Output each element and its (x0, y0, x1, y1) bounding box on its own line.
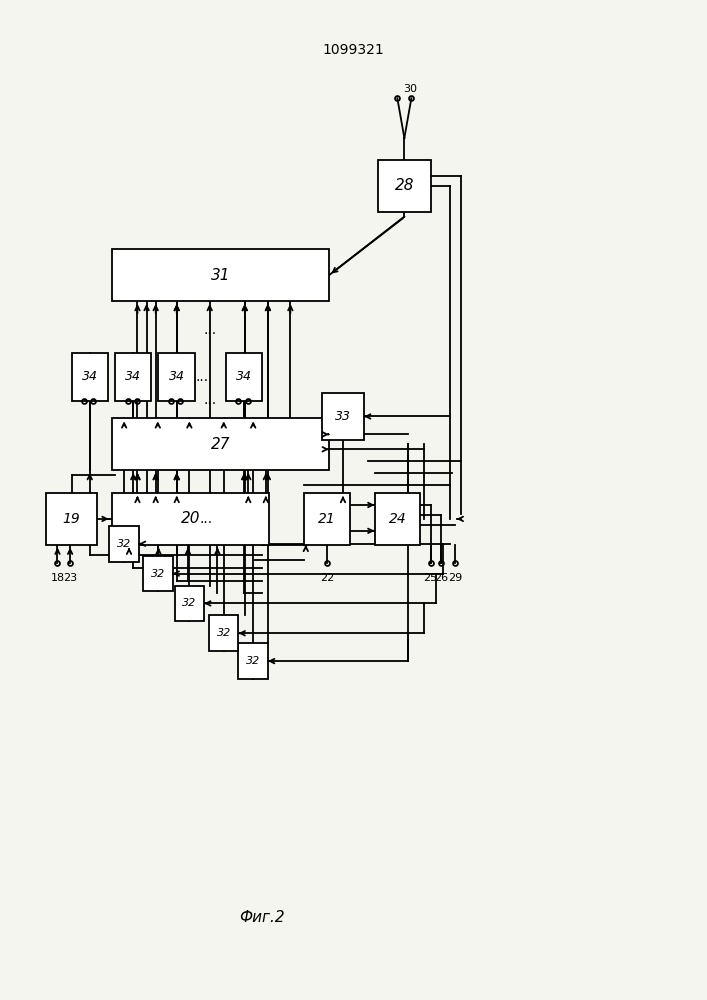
Text: 34: 34 (169, 370, 185, 383)
Bar (71, 353, 108, 401)
Text: 32: 32 (151, 569, 165, 579)
Bar (209, 615, 238, 651)
Text: 34: 34 (125, 370, 141, 383)
Bar (112, 249, 329, 301)
Text: 30: 30 (403, 84, 417, 94)
Text: 34: 34 (82, 370, 98, 383)
Text: 20: 20 (181, 511, 200, 526)
Bar (378, 160, 431, 212)
Text: ...: ... (203, 323, 216, 337)
Bar (226, 353, 262, 401)
Text: ...: ... (195, 370, 209, 384)
Text: 31: 31 (211, 268, 230, 283)
Text: ...: ... (199, 512, 213, 526)
Bar (112, 418, 329, 470)
Text: 32: 32 (182, 598, 197, 608)
Text: 24: 24 (388, 512, 407, 526)
Text: 25: 25 (423, 573, 438, 583)
Text: 19: 19 (63, 512, 81, 526)
Text: 23: 23 (63, 573, 77, 583)
Bar (46, 493, 97, 545)
Bar (115, 353, 151, 401)
Text: ...: ... (203, 393, 216, 407)
Text: 33: 33 (335, 410, 351, 423)
Bar (110, 526, 139, 562)
Bar (175, 586, 204, 621)
Text: 32: 32 (216, 628, 231, 638)
Bar (158, 353, 195, 401)
Text: 21: 21 (318, 512, 336, 526)
Bar (112, 493, 269, 545)
Text: 32: 32 (246, 656, 260, 666)
Text: 28: 28 (395, 178, 414, 193)
Text: 22: 22 (320, 573, 334, 583)
Text: 32: 32 (117, 539, 132, 549)
Bar (305, 493, 350, 545)
Text: 27: 27 (211, 437, 230, 452)
Text: 34: 34 (236, 370, 252, 383)
Bar (322, 393, 364, 440)
Bar (375, 493, 420, 545)
Text: Фиг.2: Фиг.2 (240, 910, 285, 925)
Text: 29: 29 (448, 573, 462, 583)
Text: 26: 26 (434, 573, 448, 583)
Bar (238, 643, 268, 679)
Text: 18: 18 (50, 573, 64, 583)
Bar (143, 556, 173, 591)
Text: 1099321: 1099321 (322, 43, 385, 57)
